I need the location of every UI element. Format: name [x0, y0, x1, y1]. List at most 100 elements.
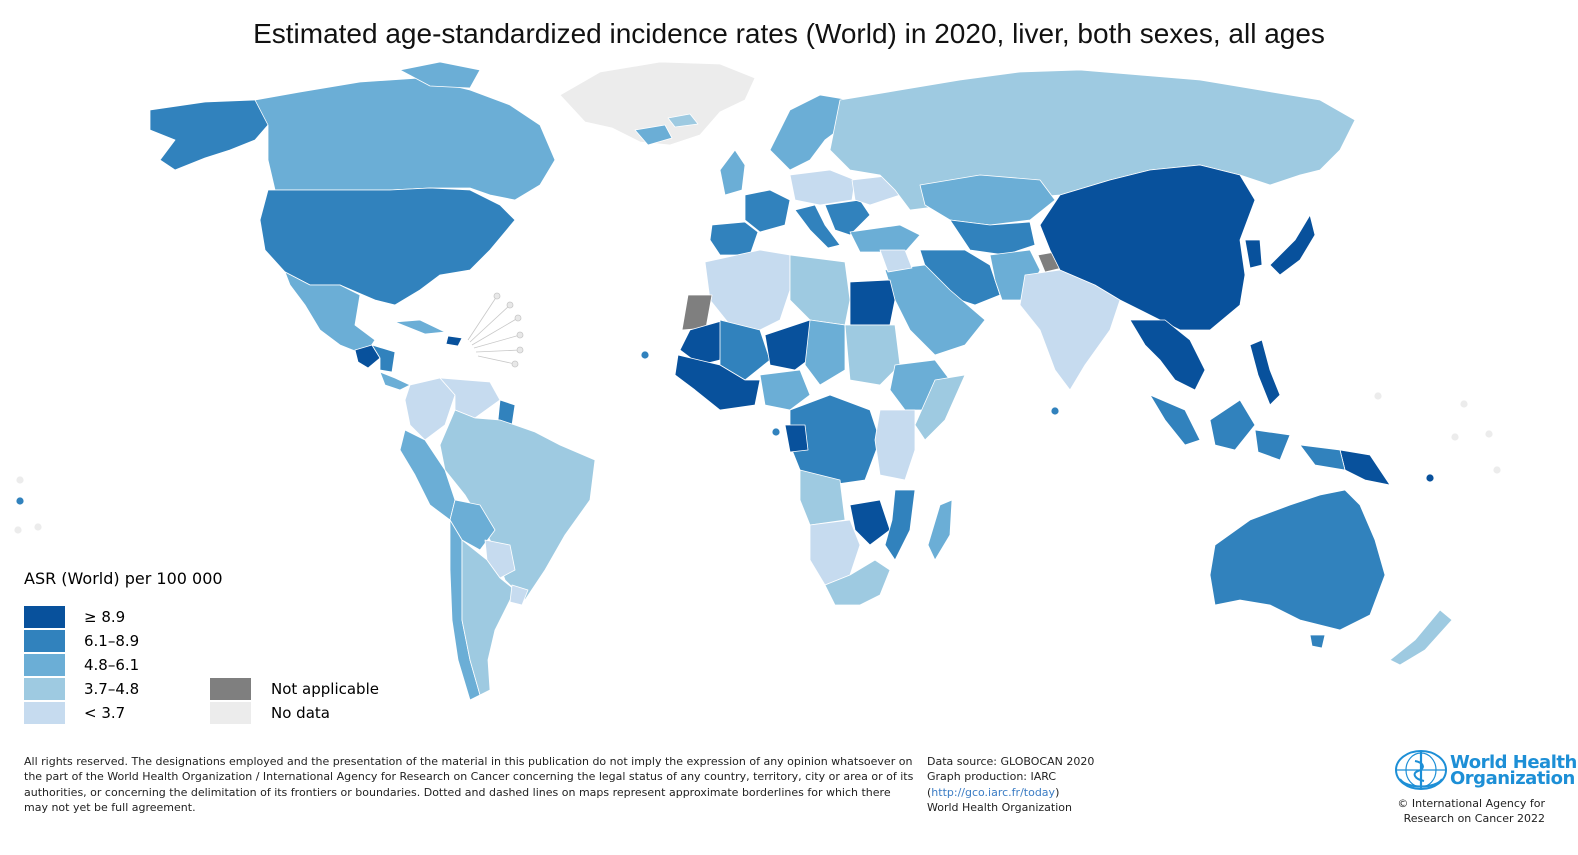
legend-label: 6.1–8.9	[84, 632, 140, 650]
link-paren-close: )	[1055, 785, 1060, 799]
region-france[interactable]	[744, 189, 791, 233]
region-new-zealand[interactable]	[1389, 609, 1453, 666]
region-central-asia[interactable]	[949, 219, 1036, 256]
region-libya[interactable]	[789, 254, 851, 326]
legend-item: 3.7–4.8	[24, 678, 194, 701]
region-japan[interactable]	[1269, 214, 1316, 276]
region-indonesia[interactable]	[1149, 394, 1291, 461]
legend-item: ≥ 8.9	[24, 606, 194, 629]
region-mali[interactable]	[719, 319, 771, 381]
region-svalbard[interactable]	[667, 113, 699, 128]
region-iberia[interactable]	[709, 221, 759, 256]
region-small-island[interactable]	[15, 475, 25, 485]
disclaimer-text: All rights reserved. The designations em…	[24, 755, 914, 814]
legend-label: Not applicable	[271, 680, 379, 698]
region-china[interactable]	[1039, 164, 1256, 331]
region-philippines[interactable]	[1249, 339, 1281, 406]
region-small-island[interactable]	[640, 350, 650, 360]
region-cuba[interactable]	[394, 319, 446, 335]
link-paren-open: (	[927, 785, 932, 799]
region-canada[interactable]	[254, 77, 556, 201]
region-balkans[interactable]	[824, 199, 871, 236]
who-line2: Organization	[1450, 768, 1575, 789]
organization: World Health Organization	[927, 800, 1072, 814]
legend-swatch	[24, 678, 65, 700]
who-line1: World Health	[1450, 752, 1577, 773]
region-central-europe[interactable]	[789, 169, 856, 206]
legend-label: < 3.7	[84, 704, 126, 722]
region-arabia[interactable]	[884, 264, 986, 356]
region-small-island[interactable]	[1484, 429, 1494, 439]
region-central-africa[interactable]	[789, 394, 881, 486]
legend-item: 4.8–6.1	[24, 654, 194, 677]
legend-swatch	[210, 678, 251, 700]
region-alaska[interactable]	[149, 99, 276, 171]
data-source: Data source: GLOBOCAN 2020	[927, 755, 1095, 768]
region-russia[interactable]	[829, 69, 1356, 211]
copyright-line2: Research on Cancer 2022	[1403, 812, 1545, 825]
region-somalia[interactable]	[914, 374, 966, 441]
region-iceland[interactable]	[634, 124, 673, 146]
region-small-island[interactable]	[1373, 391, 1383, 401]
region-sudan[interactable]	[844, 324, 901, 386]
region-panama[interactable]	[379, 371, 411, 391]
region-turkey[interactable]	[849, 224, 921, 253]
legend-swatch	[24, 702, 65, 724]
map-title: Estimated age-standardized incidence rat…	[253, 18, 1325, 49]
region-greenland[interactable]	[559, 61, 756, 146]
region-arctic-islands[interactable]	[399, 61, 481, 89]
region-west-africa-coast[interactable]	[674, 354, 761, 411]
region-italy[interactable]	[794, 204, 841, 249]
region-brazil[interactable]	[439, 409, 596, 601]
who-wordmark: World Health Organization	[1450, 752, 1577, 789]
region-australia[interactable]	[1209, 489, 1386, 631]
region-north-africa-west[interactable]	[704, 249, 791, 331]
region-small-island[interactable]	[1425, 473, 1435, 483]
region-gabon[interactable]	[784, 424, 809, 453]
region-guatemala[interactable]	[354, 344, 381, 369]
source-block: Data source: GLOBOCAN 2020 Graph product…	[927, 754, 1094, 815]
legend-label: 4.8–6.1	[84, 656, 140, 674]
region-se-asia[interactable]	[1129, 319, 1206, 391]
region-small-island[interactable]	[1450, 432, 1460, 442]
legend-swatch	[210, 702, 251, 724]
legend-label: No data	[271, 704, 330, 722]
region-egypt[interactable]	[849, 279, 896, 326]
legend-swatch	[24, 630, 65, 652]
graph-production: Graph production: IARC	[927, 770, 1057, 784]
region-tasmania[interactable]	[1309, 634, 1326, 649]
region-haiti[interactable]	[445, 335, 463, 347]
region-small-island[interactable]	[1459, 399, 1469, 409]
region-paraguay[interactable]	[484, 539, 516, 579]
copyright-line1: © International Agency for	[1397, 797, 1545, 810]
region-korea[interactable]	[1244, 239, 1263, 269]
region-honduras[interactable]	[371, 344, 396, 373]
region-small-island[interactable]	[771, 427, 781, 437]
legend-label: 3.7–4.8	[84, 680, 140, 698]
region-kazakhstan[interactable]	[919, 174, 1056, 226]
source-link[interactable]: http://gco.iarc.fr/today	[931, 785, 1056, 799]
region-small-island[interactable]	[33, 522, 43, 532]
region-png[interactable]	[1339, 449, 1391, 486]
region-south-africa[interactable]	[824, 559, 891, 606]
region-east-africa[interactable]	[874, 409, 916, 481]
legend-title: ASR (World) per 100 000	[24, 569, 223, 588]
region-nigeria[interactable]	[759, 369, 811, 411]
caribbean-callouts	[467, 292, 524, 368]
region-madagascar[interactable]	[927, 499, 953, 561]
region-argentina[interactable]	[461, 539, 516, 696]
copyright: © International Agency for Research on C…	[1380, 796, 1545, 826]
region-small-island[interactable]	[15, 496, 25, 506]
region-chad[interactable]	[804, 319, 846, 386]
region-small-island[interactable]	[13, 525, 23, 535]
region-zambia-zimbabwe[interactable]	[849, 499, 891, 546]
region-small-island[interactable]	[1492, 465, 1502, 475]
region-levant[interactable]	[879, 249, 913, 273]
who-emblem-icon	[1395, 750, 1447, 790]
region-new-guinea-west[interactable]	[1299, 444, 1346, 471]
region-uruguay[interactable]	[509, 584, 529, 606]
world-choropleth-map	[0, 55, 1578, 745]
region-uk[interactable]	[719, 149, 746, 196]
region-small-island[interactable]	[1050, 406, 1060, 416]
region-mozambique[interactable]	[884, 489, 916, 561]
